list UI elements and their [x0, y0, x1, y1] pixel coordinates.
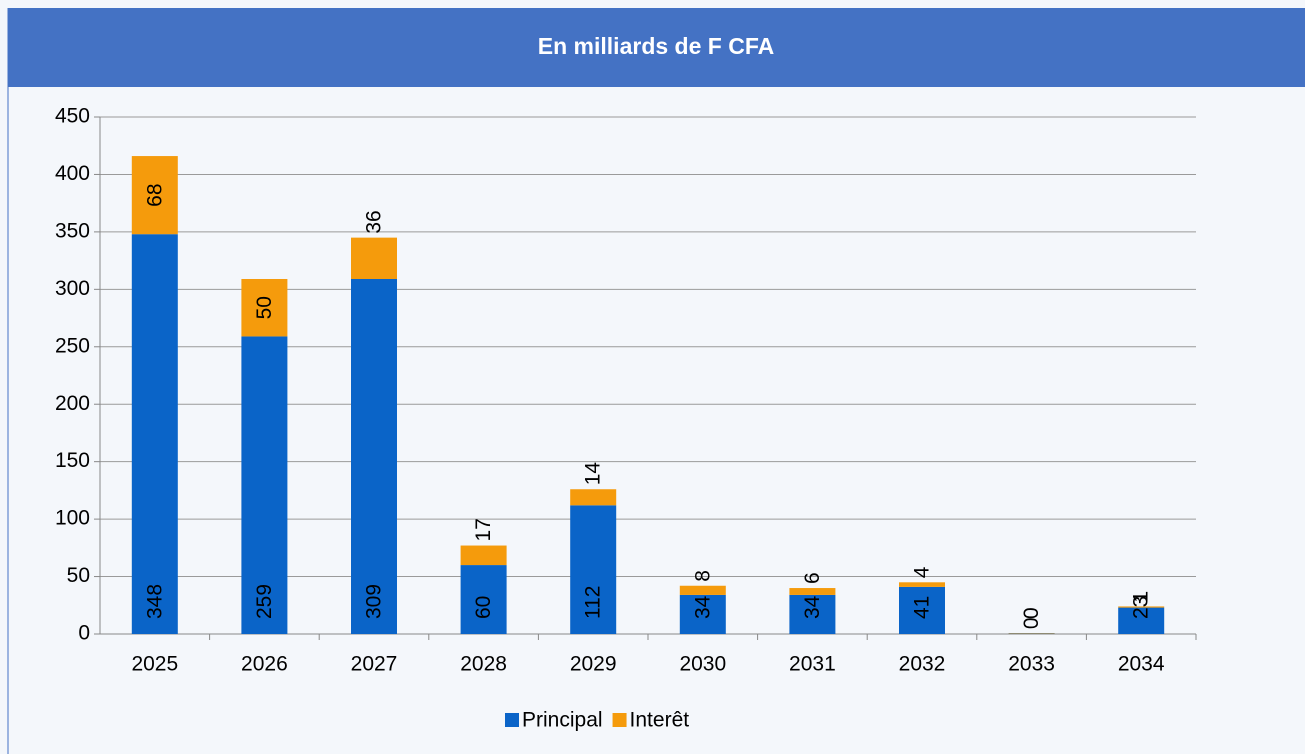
bar-segment [131, 234, 178, 635]
data-label: 34 [691, 595, 714, 619]
legend-label: Principal [522, 709, 603, 732]
bar-segment [570, 505, 617, 634]
data-label: 0 [1020, 617, 1043, 629]
data-label: 6 [801, 572, 824, 584]
data-label: 0 [1020, 607, 1043, 619]
bar-segment [679, 594, 726, 634]
data-label: 36 [363, 210, 386, 233]
data-label: 68 [143, 183, 166, 206]
header [8, 8, 1305, 87]
bar-segment [789, 594, 836, 634]
y-tick-label: 0 [78, 622, 90, 645]
data-label: 34 [801, 595, 824, 619]
data-label: 8 [691, 570, 714, 582]
bar-segment [460, 565, 507, 634]
x-tick-label: 2031 [789, 653, 836, 676]
x-tick-label: 2027 [351, 653, 398, 676]
bar-segment [241, 336, 288, 634]
data-label: 14 [582, 462, 605, 486]
x-tick-label: 2032 [899, 653, 946, 676]
y-tick-label: 150 [55, 449, 90, 472]
bar-segment [1118, 606, 1165, 608]
y-tick-label: 300 [55, 277, 90, 300]
x-tick-label: 2028 [460, 653, 507, 676]
bar-segment [789, 588, 836, 595]
data-label: 60 [472, 596, 495, 619]
bar-segment [241, 278, 288, 337]
data-label: 1 [1130, 591, 1153, 603]
x-tick-label: 2030 [679, 653, 726, 676]
data-label: 4 [911, 566, 934, 578]
legend-swatch [505, 713, 519, 727]
bar-segment [351, 237, 397, 279]
data-label: 41 [911, 596, 934, 619]
data-label: 348 [143, 584, 166, 619]
data-label: 50 [253, 296, 276, 319]
x-tick-label: 2029 [570, 653, 617, 676]
data-label: 309 [363, 584, 386, 619]
legend-label: Interêt [630, 709, 690, 732]
bar-segment [1118, 607, 1165, 634]
bar-segment [899, 586, 945, 634]
chart-title: En milliards de F CFA [538, 33, 774, 59]
x-tick-label: 2034 [1118, 653, 1165, 676]
data-label: 112 [582, 586, 605, 619]
bar-segment [131, 156, 178, 235]
legend-swatch [612, 713, 627, 727]
y-tick-label: 250 [55, 334, 90, 357]
y-tick-label: 100 [55, 507, 90, 530]
bar-segment [460, 545, 507, 566]
y-tick-label: 200 [55, 392, 90, 415]
data-label: 259 [253, 584, 276, 619]
data-label: 17 [472, 518, 495, 541]
bar-segment [351, 278, 397, 634]
bar-segment [899, 582, 945, 587]
x-tick-label: 2025 [131, 653, 178, 676]
x-tick-label: 2033 [1008, 653, 1055, 676]
bar-segment [570, 489, 617, 506]
y-tick-label: 350 [55, 219, 90, 242]
bar-segment [679, 585, 726, 595]
y-tick-label: 50 [67, 564, 90, 587]
y-tick-label: 450 [55, 105, 90, 128]
x-tick-label: 2026 [241, 653, 288, 676]
y-tick-label: 400 [55, 162, 90, 185]
